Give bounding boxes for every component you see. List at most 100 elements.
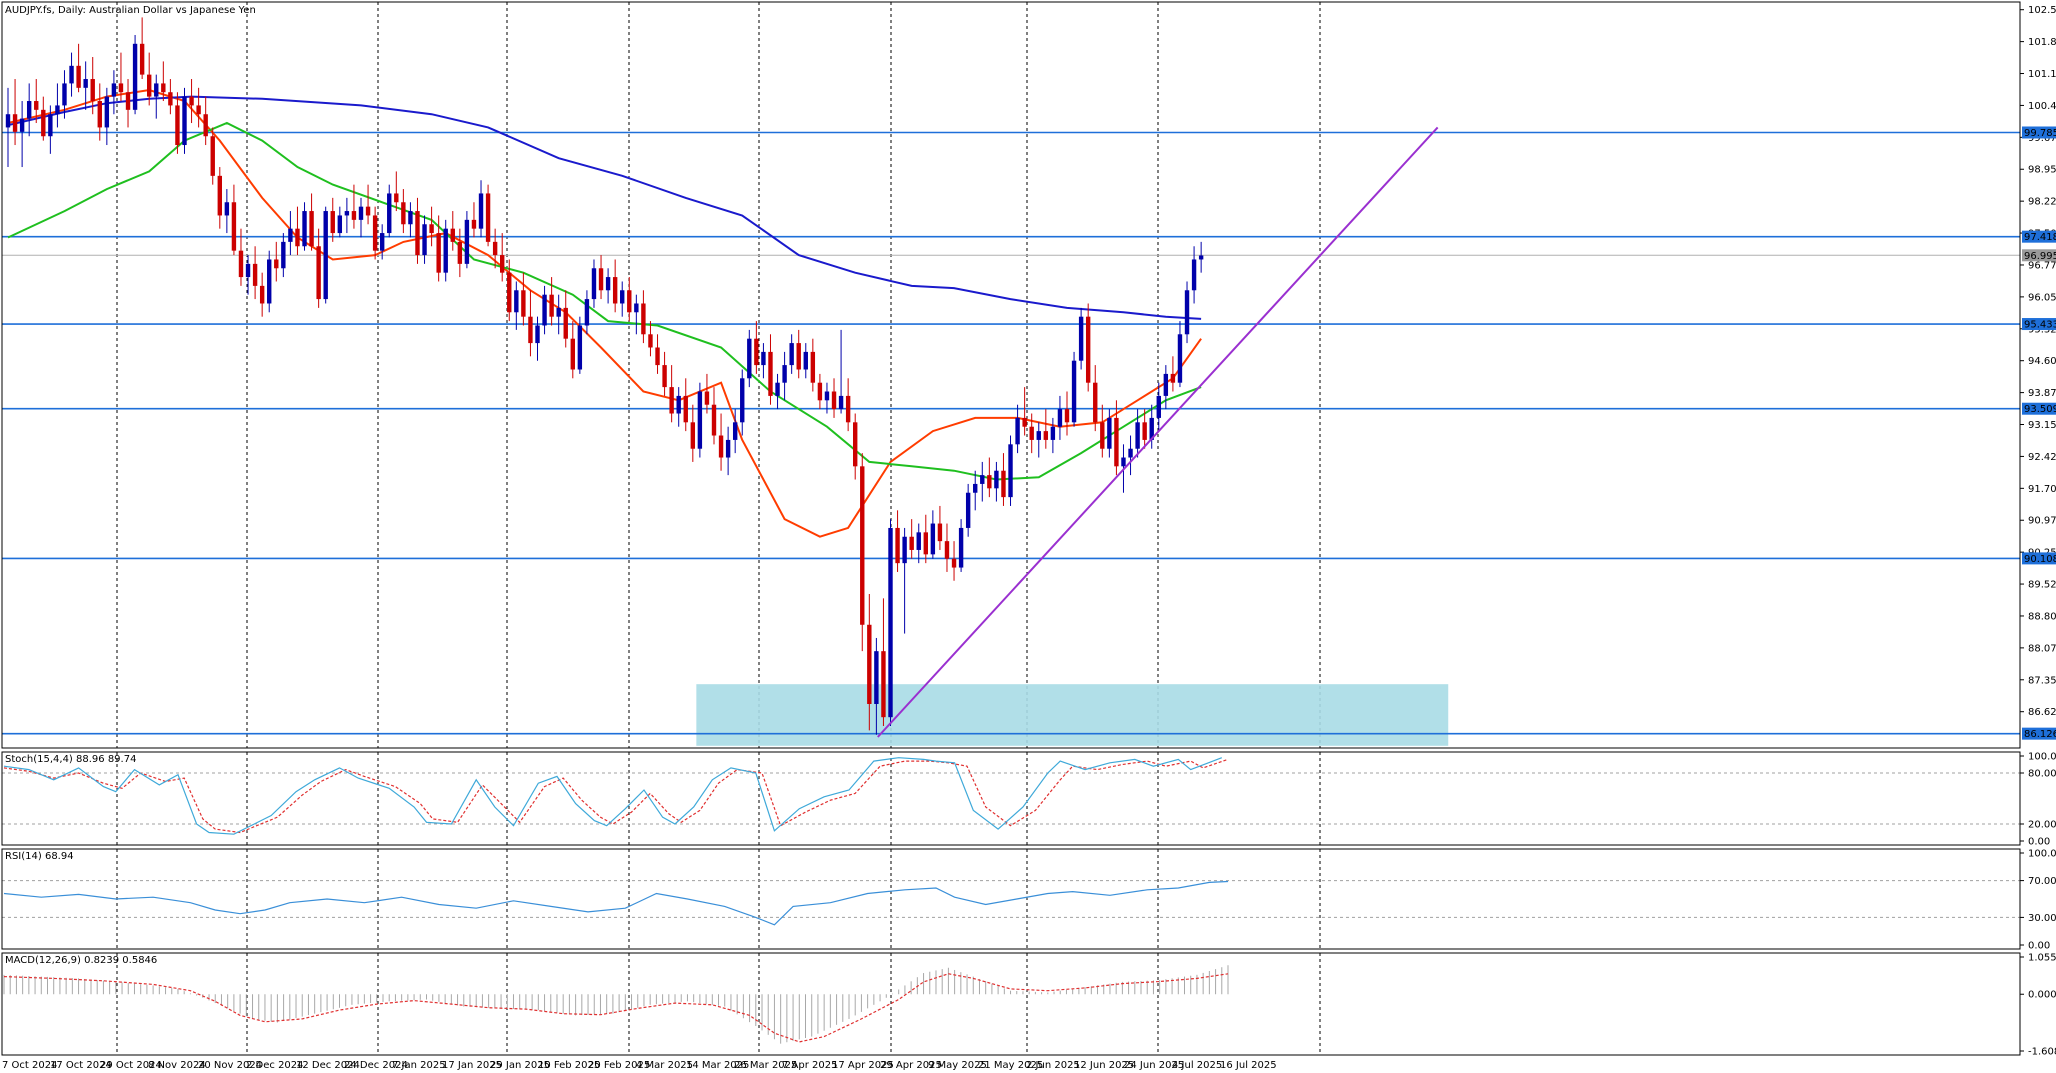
candle[interactable] [563,290,568,348]
candle[interactable] [718,413,724,471]
candle[interactable] [620,281,625,317]
candle[interactable] [274,241,279,282]
candle[interactable] [436,215,441,282]
candle[interactable] [514,281,519,330]
candle[interactable] [210,127,215,185]
candle[interactable] [90,57,95,115]
candle[interactable] [281,233,286,278]
candle[interactable] [591,259,597,308]
candle[interactable] [492,228,498,269]
candle[interactable] [570,321,575,379]
candle[interactable] [62,70,67,119]
candle[interactable] [732,409,738,454]
candle[interactable] [690,404,696,462]
candle[interactable] [1008,435,1013,506]
candle[interactable] [485,184,491,247]
candle[interactable] [139,17,145,80]
candle[interactable] [895,510,900,572]
candle[interactable] [944,523,950,572]
candle[interactable] [937,505,943,550]
candle[interactable] [923,514,928,564]
candle[interactable] [1177,321,1183,388]
candle[interactable] [1064,391,1070,436]
candle[interactable] [1001,453,1006,506]
candle[interactable] [648,321,653,357]
candle[interactable] [951,541,957,581]
candle[interactable] [358,197,364,238]
candle[interactable] [888,519,893,726]
candle[interactable] [118,52,124,102]
candle[interactable] [528,290,533,357]
candle[interactable] [478,180,484,238]
candle[interactable] [34,79,39,124]
candle[interactable] [154,74,159,119]
candle[interactable] [1078,307,1084,370]
candle[interactable] [231,184,237,256]
candle[interactable] [408,202,413,238]
candle[interactable] [831,378,837,418]
trendline[interactable] [877,126,1439,738]
candle[interactable] [980,461,985,502]
candle[interactable] [542,285,547,335]
candle[interactable] [19,101,25,168]
candle[interactable] [507,259,512,322]
candle[interactable] [584,290,590,335]
candle[interactable] [422,215,427,264]
candle[interactable] [860,453,865,652]
candle[interactable] [789,334,794,374]
candle[interactable] [457,228,463,278]
candle[interactable] [500,233,505,282]
candle[interactable] [683,378,688,432]
candle[interactable] [669,365,674,423]
candle[interactable] [1156,382,1161,432]
candle[interactable] [330,197,335,242]
candle[interactable] [1163,365,1169,410]
candle[interactable] [12,79,18,146]
candle[interactable] [168,79,173,115]
candle[interactable] [973,470,978,511]
candle[interactable] [1128,435,1133,476]
candle[interactable] [845,378,851,432]
candle[interactable] [874,637,879,735]
candle[interactable] [267,250,272,313]
candle[interactable] [1029,413,1034,454]
candle[interactable] [429,206,434,247]
candle[interactable] [1114,400,1119,476]
candle[interactable] [1191,246,1197,304]
candle[interactable] [323,206,328,304]
candle[interactable] [704,373,710,414]
candle[interactable] [245,255,251,295]
candle[interactable] [302,202,307,251]
candle[interactable] [958,519,964,572]
candle[interactable] [104,87,110,146]
candle[interactable] [1036,422,1041,458]
candle[interactable] [1142,409,1147,449]
candle[interactable] [464,211,470,269]
candle[interactable] [189,79,194,124]
candle[interactable] [41,96,46,141]
candle[interactable] [295,206,300,256]
candle[interactable] [612,259,618,313]
candle[interactable] [1170,356,1176,392]
candle[interactable] [768,334,773,405]
candle[interactable] [1071,351,1077,427]
candle[interactable] [1043,409,1049,449]
candle[interactable] [337,206,343,238]
candle[interactable] [48,105,53,154]
candle[interactable] [387,184,392,238]
candle[interactable] [803,343,808,379]
candle[interactable] [747,329,752,388]
candle[interactable] [259,272,265,317]
candle[interactable] [97,83,102,141]
candle[interactable] [775,373,780,410]
candle[interactable] [994,461,999,502]
candle[interactable] [238,228,244,286]
candle[interactable] [83,61,88,110]
candle[interactable] [309,193,314,251]
candle[interactable] [316,228,321,308]
candle[interactable] [711,387,717,445]
candle[interactable] [1135,409,1140,458]
candle[interactable] [1093,365,1098,432]
candle[interactable] [132,35,138,115]
